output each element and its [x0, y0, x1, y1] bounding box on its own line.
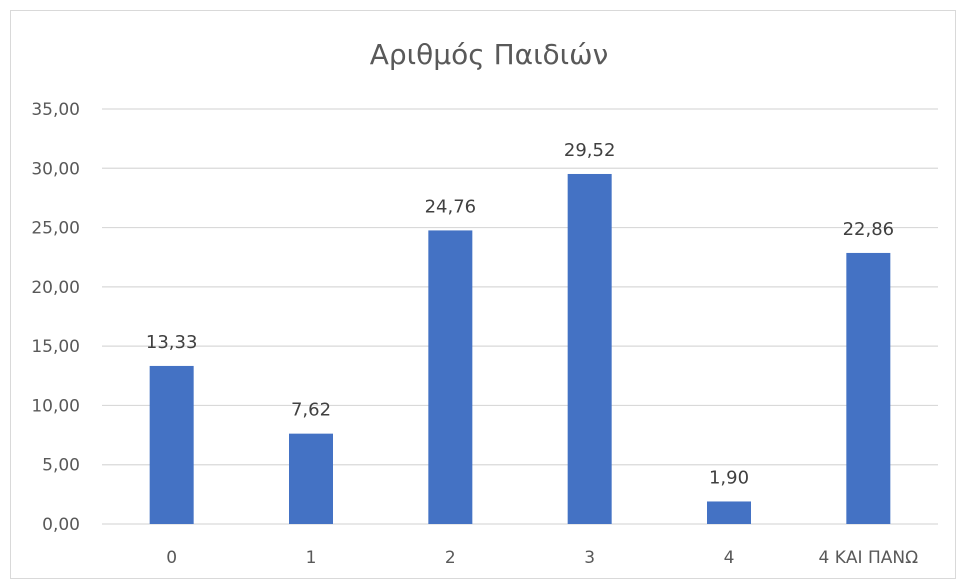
- gridlines: [102, 108, 938, 525]
- data-label: 29,52: [564, 140, 616, 161]
- x-tick-label: 2: [445, 548, 456, 568]
- x-tick-label: 1: [306, 548, 317, 568]
- bar: [846, 252, 891, 524]
- bar: [567, 173, 612, 524]
- data-label: 22,86: [843, 219, 895, 240]
- y-tick-label: 5,00: [42, 456, 80, 476]
- x-tick-label: 4 ΚΑΙ ΠΑΝΩ: [819, 548, 919, 568]
- y-tick-label: 10,00: [31, 396, 80, 416]
- bar: [149, 365, 194, 524]
- bar: [707, 501, 751, 524]
- data-label: 1,90: [709, 467, 749, 488]
- x-tick-label: 3: [584, 548, 595, 568]
- y-tick-label: 15,00: [31, 337, 80, 357]
- y-tick-label: 30,00: [31, 159, 80, 179]
- y-tick-label: 0,00: [42, 515, 80, 535]
- data-label: 24,76: [425, 196, 477, 217]
- data-label: 13,33: [146, 332, 198, 353]
- bar: [289, 433, 333, 524]
- y-tick-label: 20,00: [31, 278, 80, 298]
- data-labels: 13,33 7,62 24,76 29,52 1,90 22,86: [146, 140, 894, 488]
- y-tick-label: 25,00: [31, 219, 80, 239]
- data-label: 7,62: [291, 400, 331, 421]
- x-tick-label: 4: [724, 548, 735, 568]
- x-tick-label: 0: [166, 548, 177, 568]
- bars: [149, 173, 891, 524]
- bar: [428, 230, 473, 524]
- y-tick-label: 35,00: [31, 100, 80, 120]
- x-axis-ticks: 0 1 2 3 4 4 ΚΑΙ ΠΑΝΩ: [166, 548, 918, 568]
- y-axis-ticks: 0,00 5,00 10,00 15,00 20,00 25,00 30,00 35,00: [31, 100, 80, 535]
- chart-title: Αριθμός Παιδιών: [369, 38, 609, 71]
